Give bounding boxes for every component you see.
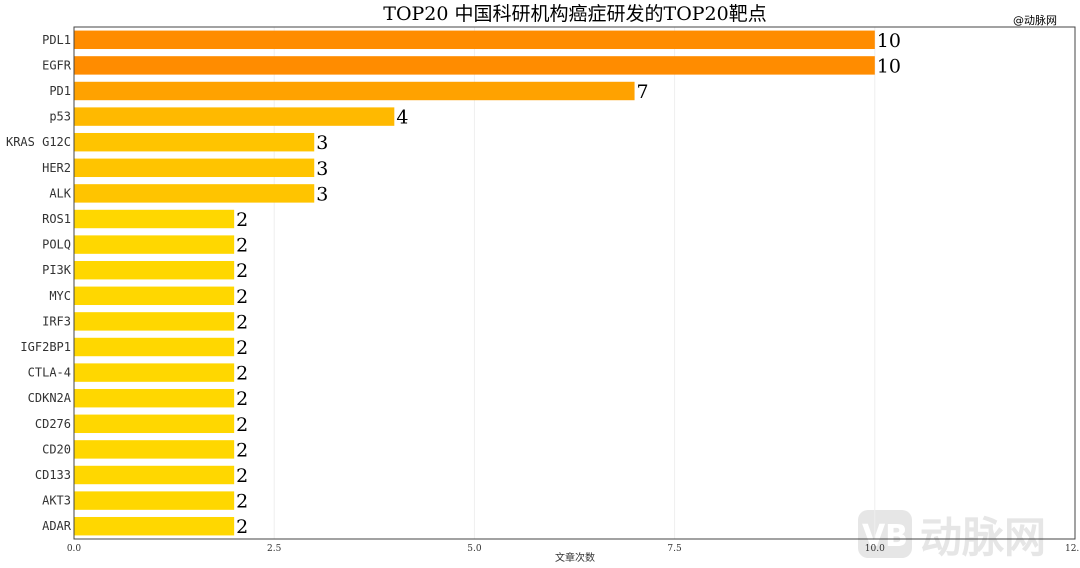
- y-category-label: POLQ: [42, 238, 71, 252]
- x-axis-ticks: 0.0 2.5 5.0 7.5 10.0 12.5: [67, 544, 1080, 554]
- bar-value-label: 3: [316, 132, 328, 154]
- watermark-text: 动脉网: [920, 513, 1046, 562]
- bar-value-label: 2: [236, 209, 248, 231]
- bar: [74, 286, 235, 306]
- bar-value-label: 2: [236, 388, 248, 410]
- bar: [74, 235, 235, 254]
- x-tick-label: 10.0: [865, 544, 885, 554]
- y-category-label: ALK: [49, 186, 71, 200]
- y-category-label: CD276: [35, 417, 71, 431]
- bar: [74, 414, 235, 434]
- y-category-label: KRAS G12C: [6, 135, 71, 149]
- x-axis-label: 文章次数: [555, 551, 595, 564]
- bar-value-label: 2: [236, 491, 248, 513]
- watermark: VB 动脉网: [858, 510, 1046, 562]
- y-category-label: p53: [49, 110, 71, 124]
- bar-value-label: 2: [236, 286, 248, 308]
- bar-value-label: 2: [236, 439, 248, 461]
- bar-value-label: 2: [236, 311, 248, 333]
- y-category-label: ROS1: [42, 212, 71, 226]
- y-category-label: CDKN2A: [28, 391, 72, 405]
- source-tag: @动脉网: [1013, 13, 1057, 27]
- bar-value-label: 10: [877, 55, 901, 77]
- bar: [74, 260, 235, 280]
- bar: [74, 440, 235, 459]
- x-tick-label: 12.5: [1065, 544, 1080, 554]
- bar-value-label: 10: [877, 30, 901, 52]
- y-category-label: PDL1: [42, 33, 71, 47]
- bar: [74, 363, 235, 382]
- y-category-label: CTLA-4: [28, 366, 71, 380]
- bar: [74, 209, 235, 229]
- bar: [74, 337, 235, 357]
- x-tick-label: 7.5: [667, 544, 682, 554]
- bar: [74, 388, 235, 408]
- watermark-logo: VB: [862, 519, 908, 554]
- bar-value-label: 2: [236, 337, 248, 359]
- chart-title: TOP20 中国科研机构癌症研发的TOP20靶点: [383, 3, 766, 25]
- bar: [74, 81, 635, 101]
- x-tick-label: 0.0: [67, 544, 82, 554]
- y-category-label: PD1: [49, 84, 71, 98]
- y-category-label: CD133: [35, 468, 71, 482]
- y-axis-labels: PDL1 EGFR PD1 p53 KRAS G12C HER2 ALK ROS1 POLQ PI…: [6, 33, 72, 533]
- y-category-label: AKT3: [42, 494, 71, 508]
- y-category-label: MYC: [49, 289, 71, 303]
- bar: [74, 312, 235, 331]
- y-category-label: IRF3: [42, 314, 71, 328]
- bar-value-label: 2: [236, 260, 248, 282]
- bar: [74, 132, 315, 152]
- bars: 10 10 7 4 3 3 3 2 2 2 2 2 2 2 2 2 2 2 2 2: [74, 30, 901, 538]
- bar-value-label: 4: [396, 107, 408, 129]
- bar-value-label: 2: [236, 414, 248, 436]
- bar-value-label: 2: [236, 363, 248, 385]
- bar: [74, 184, 315, 203]
- x-tick-label: 2.5: [267, 544, 282, 554]
- y-category-label: EGFR: [42, 58, 72, 72]
- watermark-logo-box: [858, 510, 912, 558]
- bar-value-label: 3: [316, 158, 328, 180]
- bar: [74, 107, 395, 126]
- y-category-label: CD20: [42, 442, 71, 456]
- plot-frame: [73, 26, 1076, 540]
- bar-value-label: 7: [637, 81, 649, 103]
- y-category-label: PI3K: [42, 263, 72, 277]
- bar: [74, 158, 315, 178]
- bar-value-label: 2: [236, 235, 248, 257]
- bar-value-label: 2: [236, 465, 248, 487]
- bar: [74, 491, 235, 510]
- bar: [74, 465, 235, 485]
- bar-value-label: 2: [236, 516, 248, 538]
- bar: [74, 56, 875, 75]
- x-tick-label: 5.0: [467, 544, 482, 554]
- y-category-label: HER2: [42, 161, 71, 175]
- grid: [73, 27, 1076, 539]
- y-category-label: ADAR: [42, 519, 72, 533]
- bar: [74, 30, 875, 50]
- y-category-label: IGF2BP1: [20, 340, 71, 354]
- bar: [74, 516, 235, 536]
- bar-value-label: 3: [316, 183, 328, 205]
